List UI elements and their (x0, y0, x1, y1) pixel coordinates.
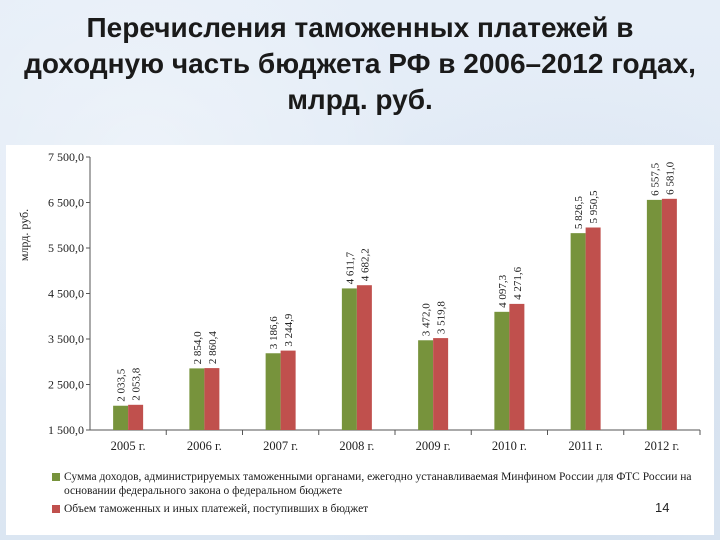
bar-series2 (356, 285, 372, 430)
data-label-series1: 2 854,0 (192, 331, 204, 365)
data-label-series2: 4 271,6 (512, 266, 524, 300)
data-label-series2: 6 581,0 (664, 161, 676, 195)
bar-series2 (509, 303, 525, 430)
x-tick-label: 2005 г. (111, 439, 146, 453)
x-tick-label: 2007 г. (263, 439, 298, 453)
y-tick-label: 2 500,0 (48, 378, 84, 392)
bar-series2 (128, 404, 144, 430)
bar-series1 (418, 340, 434, 430)
page-number: 14 (655, 500, 670, 515)
data-label-series1: 4 611,7 (344, 251, 356, 284)
data-label-series1: 6 557,5 (649, 162, 661, 196)
data-label-series1: 2 033,5 (116, 368, 128, 402)
y-tick-label: 1 500,0 (48, 423, 84, 437)
data-label-series2: 2 053,8 (131, 367, 143, 401)
data-label-series1: 5 826,5 (573, 196, 585, 230)
bar-series1 (570, 233, 586, 430)
bar-series1 (113, 405, 129, 430)
data-label-series2: 5 950,5 (588, 190, 600, 224)
data-label-series1: 3 186,6 (268, 316, 280, 350)
bar-series1 (265, 353, 281, 430)
legend-swatch-green (52, 473, 60, 481)
bar-series2 (585, 227, 601, 430)
y-tick-label: 5 500,0 (48, 241, 84, 255)
data-label-series1: 3 472,0 (421, 303, 433, 337)
data-label-series2: 2 860,4 (207, 331, 219, 365)
x-tick-label: 2008 г. (339, 439, 374, 453)
x-tick-label: 2006 г. (187, 439, 222, 453)
legend-swatch-red (52, 505, 60, 513)
chart-legend: Сумма доходов, администрируемых таможенн… (52, 470, 692, 520)
y-tick-label: 4 500,0 (48, 287, 84, 301)
data-label-series2: 4 682,2 (359, 248, 371, 281)
bar-series1 (646, 199, 662, 430)
slide-title: Перечисления таможенных платежей в доход… (24, 12, 696, 115)
data-label-series1: 4 097,3 (497, 274, 509, 308)
bar-series2 (204, 368, 220, 430)
legend-label-series1: Сумма доходов, администрируемых таможенн… (64, 471, 692, 497)
bar-series2 (433, 338, 449, 430)
bar-series2 (280, 350, 296, 430)
bar-series2 (661, 198, 677, 430)
data-label-series2: 3 244,9 (283, 313, 295, 347)
y-axis-title: млрд. руб. (17, 209, 31, 261)
legend-item-series2: Объем таможенных и иных платежей, поступ… (52, 502, 692, 516)
bar-series1 (494, 311, 510, 430)
x-tick-label: 2010 г. (492, 439, 527, 453)
y-tick-label: 7 500,0 (48, 150, 84, 164)
y-tick-label: 3 500,0 (48, 332, 84, 346)
bar-series1 (341, 288, 357, 430)
x-tick-label: 2012 г. (644, 439, 679, 453)
legend-item-series1: Сумма доходов, администрируемых таможенн… (52, 470, 692, 498)
x-tick-label: 2011 г. (568, 439, 603, 453)
y-tick-label: 6 500,0 (48, 196, 84, 210)
data-label-series2: 3 519,8 (436, 301, 448, 335)
legend-label-series2: Объем таможенных и иных платежей, поступ… (64, 503, 369, 515)
x-tick-label: 2009 г. (416, 439, 451, 453)
bar-series1 (189, 368, 205, 430)
